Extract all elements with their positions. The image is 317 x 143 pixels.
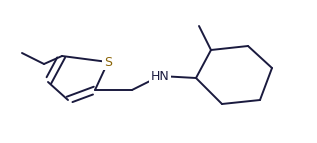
Text: S: S: [104, 55, 112, 68]
Text: HN: HN: [151, 69, 169, 83]
